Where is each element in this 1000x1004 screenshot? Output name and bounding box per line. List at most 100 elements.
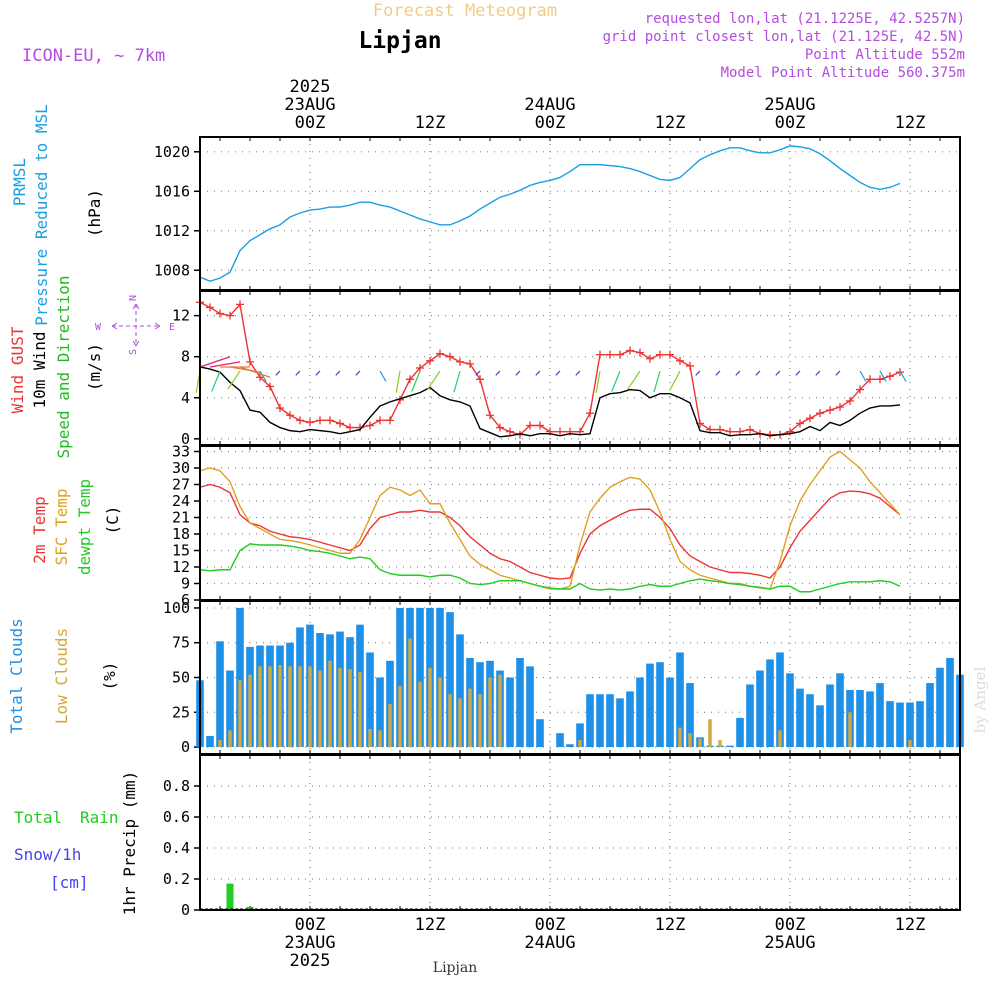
- y-tick-label: 8: [181, 348, 190, 366]
- low-cloud-bar: [478, 694, 482, 748]
- gust-point: [376, 416, 384, 425]
- rain-bar: [226, 883, 234, 910]
- gust-point: [686, 361, 694, 370]
- low-cloud-bar: [428, 667, 432, 748]
- gust-point: [456, 357, 464, 366]
- gust-point: [266, 382, 274, 391]
- gust-point: [386, 416, 394, 425]
- y-tick-label: 0: [181, 738, 190, 756]
- total-cloud-bar: [416, 607, 424, 748]
- total-cloud-bar: [516, 658, 524, 748]
- low-cloud-bar: [308, 666, 312, 748]
- total-cloud-bar: [656, 662, 664, 748]
- top-hour-label: 12Z: [895, 113, 926, 133]
- top-year-label: 2025: [290, 77, 331, 97]
- pressure-label-1: PRMSL: [10, 158, 29, 206]
- low-cloud-bar: [408, 638, 412, 748]
- gust-point: [526, 421, 534, 430]
- low-cloud-bar: [678, 727, 682, 748]
- gust-point: [886, 372, 894, 381]
- bottom-date-label: 25AUG: [764, 933, 815, 953]
- total-cloud-bar: [886, 701, 894, 748]
- wind-label-2: 10m Wind: [30, 331, 49, 408]
- total-cloud-bar: [816, 705, 824, 748]
- gust-point: [416, 364, 424, 372]
- total-cloud-bar: [456, 634, 464, 748]
- y-tick-label: 4: [181, 389, 190, 407]
- y-tick-label: 100: [163, 599, 190, 617]
- bottom-year-label: 2025: [290, 951, 331, 971]
- total-cloud-bar: [766, 659, 774, 748]
- requested-coords: requested lon,lat (21.1225E, 42.5257N): [645, 11, 965, 27]
- panel-frame: [199, 136, 961, 291]
- wind-arrow: [199, 356, 231, 368]
- wind-arrow: [335, 370, 341, 376]
- low-cloud-bar: [218, 740, 222, 748]
- wind-arrow: [239, 366, 271, 378]
- wind-arrow: [379, 370, 387, 382]
- wind-arrow: [795, 370, 801, 376]
- total-cloud-bar: [666, 677, 674, 748]
- wind-arrow: [453, 370, 461, 393]
- total-cloud-bar: [646, 663, 654, 748]
- total-cloud-bar: [596, 694, 604, 748]
- wind-arrow: [535, 370, 541, 376]
- wind-arrow: [859, 370, 867, 382]
- low-cloud-bar: [458, 698, 462, 748]
- rain-bar: [246, 906, 254, 910]
- panel-1: [194, 290, 961, 446]
- gust-point: [866, 375, 874, 384]
- total-cloud-bar: [216, 641, 224, 748]
- temp-labels: 2m Temp SFC Temp dewpt Temp (C): [30, 479, 122, 575]
- gust-point: [306, 418, 314, 427]
- wind-arrow: [695, 370, 701, 376]
- series-line-1: [199, 450, 901, 590]
- point-altitude: Point Altitude 552m: [805, 47, 965, 63]
- low-cloud-bar: [578, 740, 582, 748]
- low-cloud-bar: [268, 666, 272, 748]
- total-cloud-bar: [946, 658, 954, 748]
- total-cloud-bar: [506, 677, 514, 748]
- wind-arrow: [229, 366, 261, 373]
- y-tick-label: 1012: [154, 222, 190, 240]
- pressure-label-2: Pressure Reduced to MSL: [32, 104, 51, 326]
- gust-point: [286, 411, 294, 420]
- wind-arrow: [495, 370, 501, 376]
- y-tick-label: 0.4: [163, 839, 190, 857]
- low-cloud-bar: [698, 738, 702, 748]
- wind-arrow: [475, 370, 481, 376]
- gust-point: [406, 375, 414, 384]
- gust-point: [276, 404, 284, 413]
- total-cloud-bar: [896, 702, 904, 748]
- y-tick-label: 24: [172, 492, 190, 510]
- wind-labels: Wind GUST 10m Wind Speed and Direction (…: [8, 275, 175, 458]
- total-cloud-bar: [926, 683, 934, 748]
- gust-point: [856, 385, 864, 394]
- top-date-label: 23AUG: [284, 95, 335, 115]
- low-cloud-bar: [258, 666, 262, 748]
- low-cloud-bar: [228, 730, 232, 748]
- total-cloud-bar: [836, 673, 844, 748]
- wind-arrow: [227, 370, 241, 390]
- total-cloud-bar: [916, 701, 924, 748]
- clouds-unit: (%): [100, 662, 119, 691]
- gust-point: [316, 416, 324, 425]
- total-cloud-bar: [786, 673, 794, 748]
- total-cloud-bar: [236, 607, 244, 748]
- bottom-hour-label: 12Z: [415, 915, 446, 935]
- gust-point: [796, 419, 804, 428]
- y-tick-label: 0: [181, 901, 190, 919]
- grid-point-coords: grid point closest lon,lat (21.125E, 42.…: [603, 29, 965, 45]
- svg-text:S: S: [128, 349, 139, 355]
- wind-arrow: [735, 370, 741, 376]
- wind-label-3: Speed and Direction: [54, 275, 73, 458]
- gust-point: [506, 427, 514, 436]
- temp-unit: (C): [103, 506, 122, 535]
- wind-label-1: Wind GUST: [8, 326, 27, 413]
- low-cloud-bar: [498, 674, 502, 748]
- footer-location: Lipjan: [433, 960, 477, 976]
- total-cloud-bar: [536, 719, 544, 748]
- panel-frame: [199, 445, 961, 601]
